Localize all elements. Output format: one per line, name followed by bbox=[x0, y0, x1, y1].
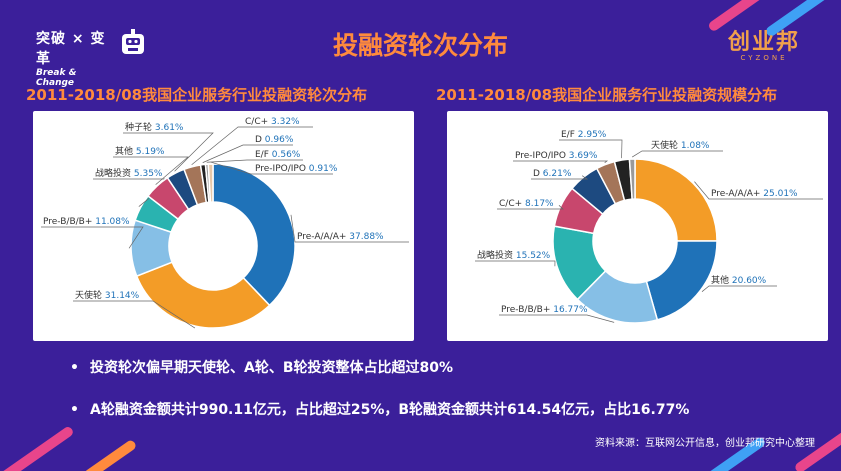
leader-line bbox=[475, 260, 556, 267]
bullet-dot: • bbox=[70, 402, 79, 418]
slice-label: E/F 2.95% bbox=[561, 130, 607, 140]
slice-label: D 0.96% bbox=[255, 135, 294, 145]
leader-line bbox=[123, 132, 214, 172]
slice-label: 战略投资 5.35% bbox=[95, 167, 163, 179]
slice-label: Pre-IPO/IPO 0.91% bbox=[255, 164, 338, 174]
slice-label: E/F 0.56% bbox=[255, 150, 301, 160]
slice-label: 天使轮 31.14% bbox=[75, 289, 140, 301]
leader-line bbox=[41, 226, 144, 249]
pie-slice bbox=[207, 163, 214, 203]
donut-chart-rounds: Pre-A/A/A+ 37.88% 天使轮 31.14% Pre-B/B/B+ 11… bbox=[41, 117, 409, 329]
pie-slice bbox=[135, 261, 271, 329]
slice-label: Pre-A/A/A+ 25.01% bbox=[711, 189, 798, 199]
donut-chart-amounts: Pre-A/A/A+ 25.01% 其他 20.60% Pre-B/B/B+ 16.… bbox=[475, 130, 823, 324]
slice-label: C/C+ 8.17% bbox=[499, 199, 554, 209]
slice-label: Pre-B/B/B+ 11.08% bbox=[43, 217, 130, 227]
brand-right-cn: 创业邦 bbox=[727, 30, 800, 55]
bullet-item: • A轮融资金额共计990.11亿元，占比超过25%，B轮融资金额共计614.54… bbox=[70, 399, 689, 419]
brand-right-en: CYZONE bbox=[740, 54, 788, 62]
slice-label: D 6.21% bbox=[533, 169, 572, 179]
slice-label: 其他 5.19% bbox=[115, 145, 165, 157]
bullet-dot: • bbox=[70, 360, 79, 376]
leader-line bbox=[694, 181, 823, 200]
leader-line bbox=[559, 139, 623, 159]
decorative-stroke-bottom-left bbox=[0, 425, 75, 471]
slice-label: 天使轮 1.08% bbox=[651, 139, 710, 151]
robot-icon bbox=[122, 29, 144, 54]
brand-left-cn: 突破 × 变革 bbox=[36, 31, 106, 67]
leader-line bbox=[210, 161, 333, 175]
slice-label: Pre-IPO/IPO 3.69% bbox=[515, 151, 598, 161]
decorative-stroke-bottom-left-2 bbox=[82, 438, 138, 471]
chart-panel-left: Pre-A/A/A+ 37.88% 天使轮 31.14% Pre-B/B/B+ 11… bbox=[33, 111, 414, 341]
leader-line bbox=[290, 214, 409, 243]
leader-line bbox=[499, 314, 615, 323]
leader-line bbox=[531, 175, 589, 180]
leader-line bbox=[206, 159, 303, 163]
slice-label: 种子轮 3.61% bbox=[125, 121, 184, 133]
chart-title-right: 2011-2018/08我国企业服务行业投融资规模分布 bbox=[436, 86, 778, 104]
page-title: 投融资轮次分布 bbox=[332, 31, 508, 60]
brand-logo-left: 突破 × 变革 Break & Change bbox=[36, 28, 116, 88]
slice-label: Pre-B/B/B+ 16.77% bbox=[501, 305, 588, 315]
source-note: 资料来源：互联网公开信息，创业邦研究中心整理 bbox=[595, 438, 815, 449]
leader-line bbox=[497, 205, 564, 210]
slice-label: C/C+ 3.32% bbox=[245, 117, 300, 127]
leader-line bbox=[191, 126, 313, 166]
slice-label: Pre-A/A/A+ 37.88% bbox=[297, 232, 384, 242]
leader-line bbox=[113, 156, 189, 185]
pie-slice bbox=[212, 163, 296, 307]
leader-line bbox=[513, 160, 609, 163]
slice-label: 其他 20.60% bbox=[711, 274, 767, 286]
slice-label: 战略投资 15.52% bbox=[477, 249, 551, 261]
leader-line bbox=[631, 150, 723, 158]
bullet-text: A轮融资金额共计990.11亿元，占比超过25%，B轮融资金额共计614.54亿… bbox=[90, 402, 690, 418]
brand-left-en: Break & Change bbox=[36, 68, 77, 88]
pie-slice bbox=[628, 158, 636, 200]
chart-panel-right: Pre-A/A/A+ 25.01% 其他 20.60% Pre-B/B/B+ 16.… bbox=[447, 111, 828, 341]
pie-slice bbox=[645, 240, 718, 321]
chart-title-left: 2011-2018/08我国企业服务行业投融资轮次分布 bbox=[26, 86, 368, 104]
leader-line bbox=[701, 285, 777, 292]
leader-line bbox=[73, 300, 196, 329]
pie-slice bbox=[634, 158, 718, 242]
bullet-text: 投资轮次偏早期天使轮、A轮、B轮投资整体占比超过80% bbox=[90, 360, 454, 376]
leader-line bbox=[202, 144, 293, 163]
bullet-item: • 投资轮次偏早期天使轮、A轮、B轮投资整体占比超过80% bbox=[70, 357, 453, 377]
brand-logo-right: 创业邦 CYZONE bbox=[714, 24, 814, 62]
